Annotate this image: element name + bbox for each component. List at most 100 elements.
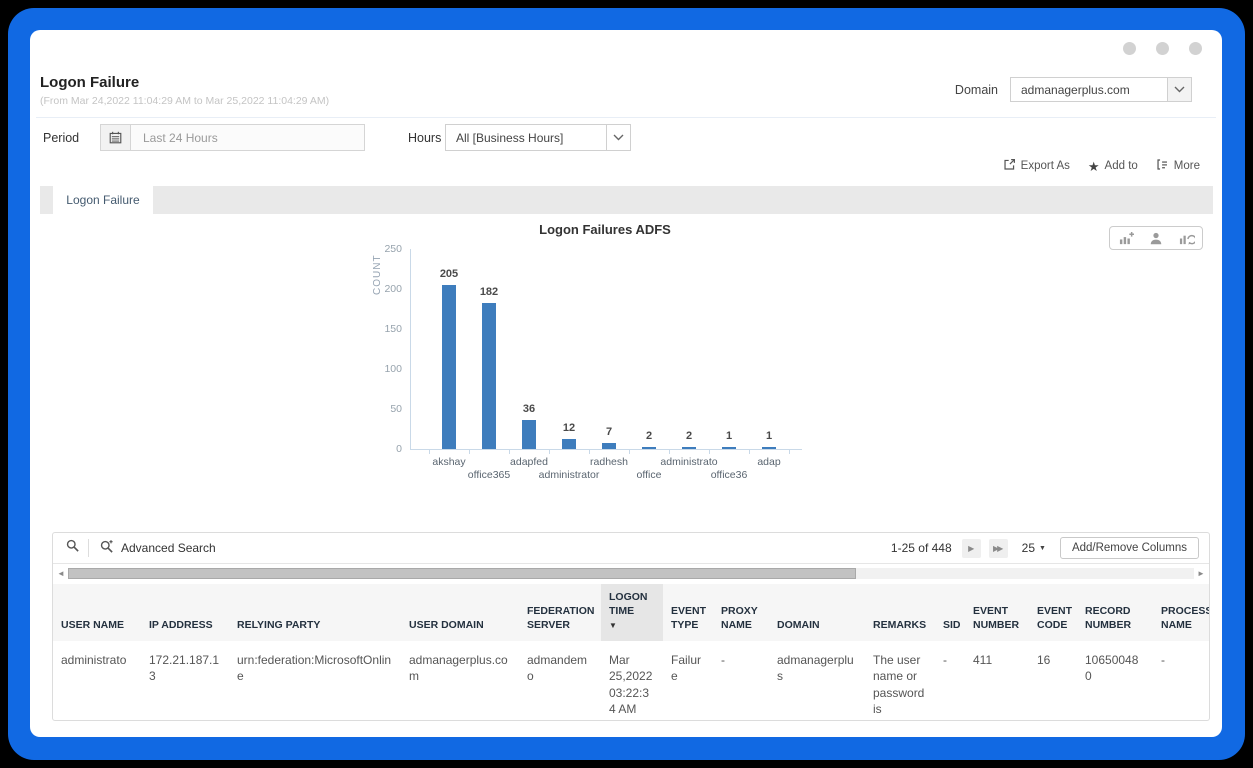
scroll-left-icon[interactable]: ◄ (57, 569, 65, 578)
bar-value-label: 1 (765, 430, 773, 442)
bar-value-label: 7 (605, 426, 613, 439)
report-actions: Export As ★ Add to More (1003, 158, 1200, 174)
column-header-label: SID (943, 618, 961, 631)
records-panel: Advanced Search 1-25 of 448 ▶ ▶▶ 25 ▼ Ad… (52, 532, 1210, 721)
hours-select-value: All [Business Hours] (456, 130, 564, 145)
x-category-label: office (636, 469, 662, 481)
column-header-label: EVENT CODE (1037, 604, 1073, 631)
column-header[interactable]: DOMAIN (769, 584, 865, 642)
scrollbar-track[interactable] (68, 568, 1194, 579)
bar (482, 303, 496, 449)
add-to-button[interactable]: ★ Add to (1088, 158, 1138, 174)
column-header[interactable]: PROXY NAME (713, 584, 769, 642)
bar (682, 447, 696, 449)
column-header[interactable]: EVENT TYPE (663, 584, 713, 642)
x-category-label: radhesh (590, 456, 628, 468)
grid-toolbar: Advanced Search 1-25 of 448 ▶ ▶▶ 25 ▼ Ad… (53, 533, 1209, 564)
pager-last-icon[interactable]: ▶▶ (988, 538, 1008, 558)
table-cell: admandemo (527, 653, 588, 684)
calendar-icon[interactable] (101, 125, 131, 150)
column-header[interactable]: RELYING PARTY (229, 584, 401, 642)
column-header[interactable]: USER NAME (53, 584, 141, 642)
column-header-label: RECORD NUMBER (1085, 604, 1132, 631)
table-cell: 172.21.187.13 (149, 653, 220, 684)
column-header[interactable]: EVENT NUMBER (965, 584, 1029, 642)
filter-row: Period Last 24 Hours Hours All [Business… (30, 124, 1222, 158)
period-label: Period (43, 131, 80, 145)
column-header[interactable]: LOGON TIME ▼ (601, 584, 663, 642)
column-header-label: PROXY NAME (721, 604, 758, 631)
table-cell: 411 (973, 653, 993, 668)
window-dot-icon (1156, 42, 1169, 55)
person-icon[interactable] (1146, 229, 1166, 247)
page-size-select[interactable]: 25 ▼ (1022, 541, 1046, 555)
export-as-button[interactable]: Export As (1003, 158, 1070, 174)
hours-select[interactable]: All [Business Hours] (445, 124, 631, 151)
advanced-search-button[interactable]: Advanced Search (99, 539, 216, 557)
page-title: Logon Failure (40, 74, 140, 91)
table-body: administrato 172.21.187.13 urn:federation:… (53, 641, 1209, 720)
x-axis-tick (429, 449, 430, 454)
column-header[interactable]: USER DOMAIN (401, 584, 519, 642)
more-label: More (1173, 160, 1200, 172)
tab-strip: Logon Failure (40, 186, 1213, 214)
bar-value-label: 1 (725, 430, 733, 442)
chevron-down-icon (606, 125, 630, 150)
column-header[interactable]: PROCESS NAME (1153, 584, 1210, 642)
report-date-range: (From Mar 24,2022 11:04:29 AM to Mar 25,… (40, 95, 330, 107)
column-header-label: USER DOMAIN (409, 618, 484, 631)
table-cell: Mar 25,2022 03:22:34 AM (601, 641, 663, 720)
scrollbar-thumb[interactable] (68, 568, 857, 579)
add-remove-columns-button[interactable]: Add/Remove Columns (1059, 537, 1199, 559)
x-axis-tick (509, 449, 510, 454)
bar (762, 447, 776, 449)
domain-select[interactable]: admanagerplus.com (1010, 77, 1192, 102)
records-table: USER NAME IP ADDRESS RELYING PARTY USER DOM… (53, 584, 1210, 720)
table-cell: admanagerplus (777, 653, 854, 684)
x-axis-tick (549, 449, 550, 454)
hours-label: Hours (408, 131, 442, 145)
column-header-label: EVENT NUMBER (973, 604, 1020, 631)
chart-section: Logon Failures ADFS COUNT 0 50 100 150 200 25… (40, 214, 1213, 532)
column-header-label: DOMAIN (777, 618, 820, 631)
column-header[interactable]: REMARKS (865, 584, 935, 642)
x-axis-tick (789, 449, 790, 454)
chart-refresh-icon[interactable] (1176, 229, 1196, 247)
x-axis-tick (469, 449, 470, 454)
bar-value-label: 12 (562, 422, 576, 435)
column-header[interactable]: RECORD NUMBER (1077, 584, 1153, 642)
window-frame: Logon Failure (From Mar 24,2022 11:04:29… (8, 8, 1245, 760)
y-axis-line (410, 249, 411, 450)
x-axis-tick (629, 449, 630, 454)
table-header-row: USER NAME IP ADDRESS RELYING PARTY USER DOM… (53, 584, 1210, 642)
chart-title: Logon Failures ADFS (539, 222, 671, 237)
tab-logon-failure[interactable]: Logon Failure (53, 186, 153, 214)
y-tick-label: 200 (384, 283, 402, 295)
advanced-search-icon (99, 539, 114, 557)
x-category-label: akshay (432, 456, 466, 468)
column-header-label: FEDERATION SERVER (527, 604, 595, 631)
more-button[interactable]: More (1156, 158, 1200, 174)
bar-value-label: 2 (645, 430, 653, 442)
scroll-right-icon[interactable]: ► (1197, 569, 1205, 578)
horizontal-scrollbar: ◄ ► (56, 566, 1206, 581)
x-category-label: adapfed (510, 456, 548, 468)
column-header-label: REMARKS (873, 618, 927, 631)
y-tick-label: 50 (390, 403, 402, 415)
pager-next-icon[interactable]: ▶ (961, 538, 981, 558)
column-header[interactable]: FEDERATION SERVER (519, 584, 601, 642)
column-header[interactable]: SID (935, 584, 965, 642)
period-input[interactable]: Last 24 Hours (100, 124, 365, 151)
more-icon (1156, 158, 1169, 174)
y-tick-label: 250 (384, 243, 402, 255)
y-tick-label: 100 (384, 363, 402, 375)
column-header[interactable]: IP ADDRESS (141, 584, 229, 642)
window-controls (1123, 42, 1202, 55)
search-button[interactable] (63, 539, 89, 557)
add-chart-icon[interactable] (1116, 229, 1136, 247)
chart: Logon Failures ADFS COUNT 0 50 100 150 200 25… (370, 222, 840, 497)
column-header-label: PROCESS NAME (1161, 604, 1210, 631)
column-header[interactable]: EVENT CODE (1029, 584, 1077, 642)
bar-value-label: 2 (685, 430, 693, 442)
